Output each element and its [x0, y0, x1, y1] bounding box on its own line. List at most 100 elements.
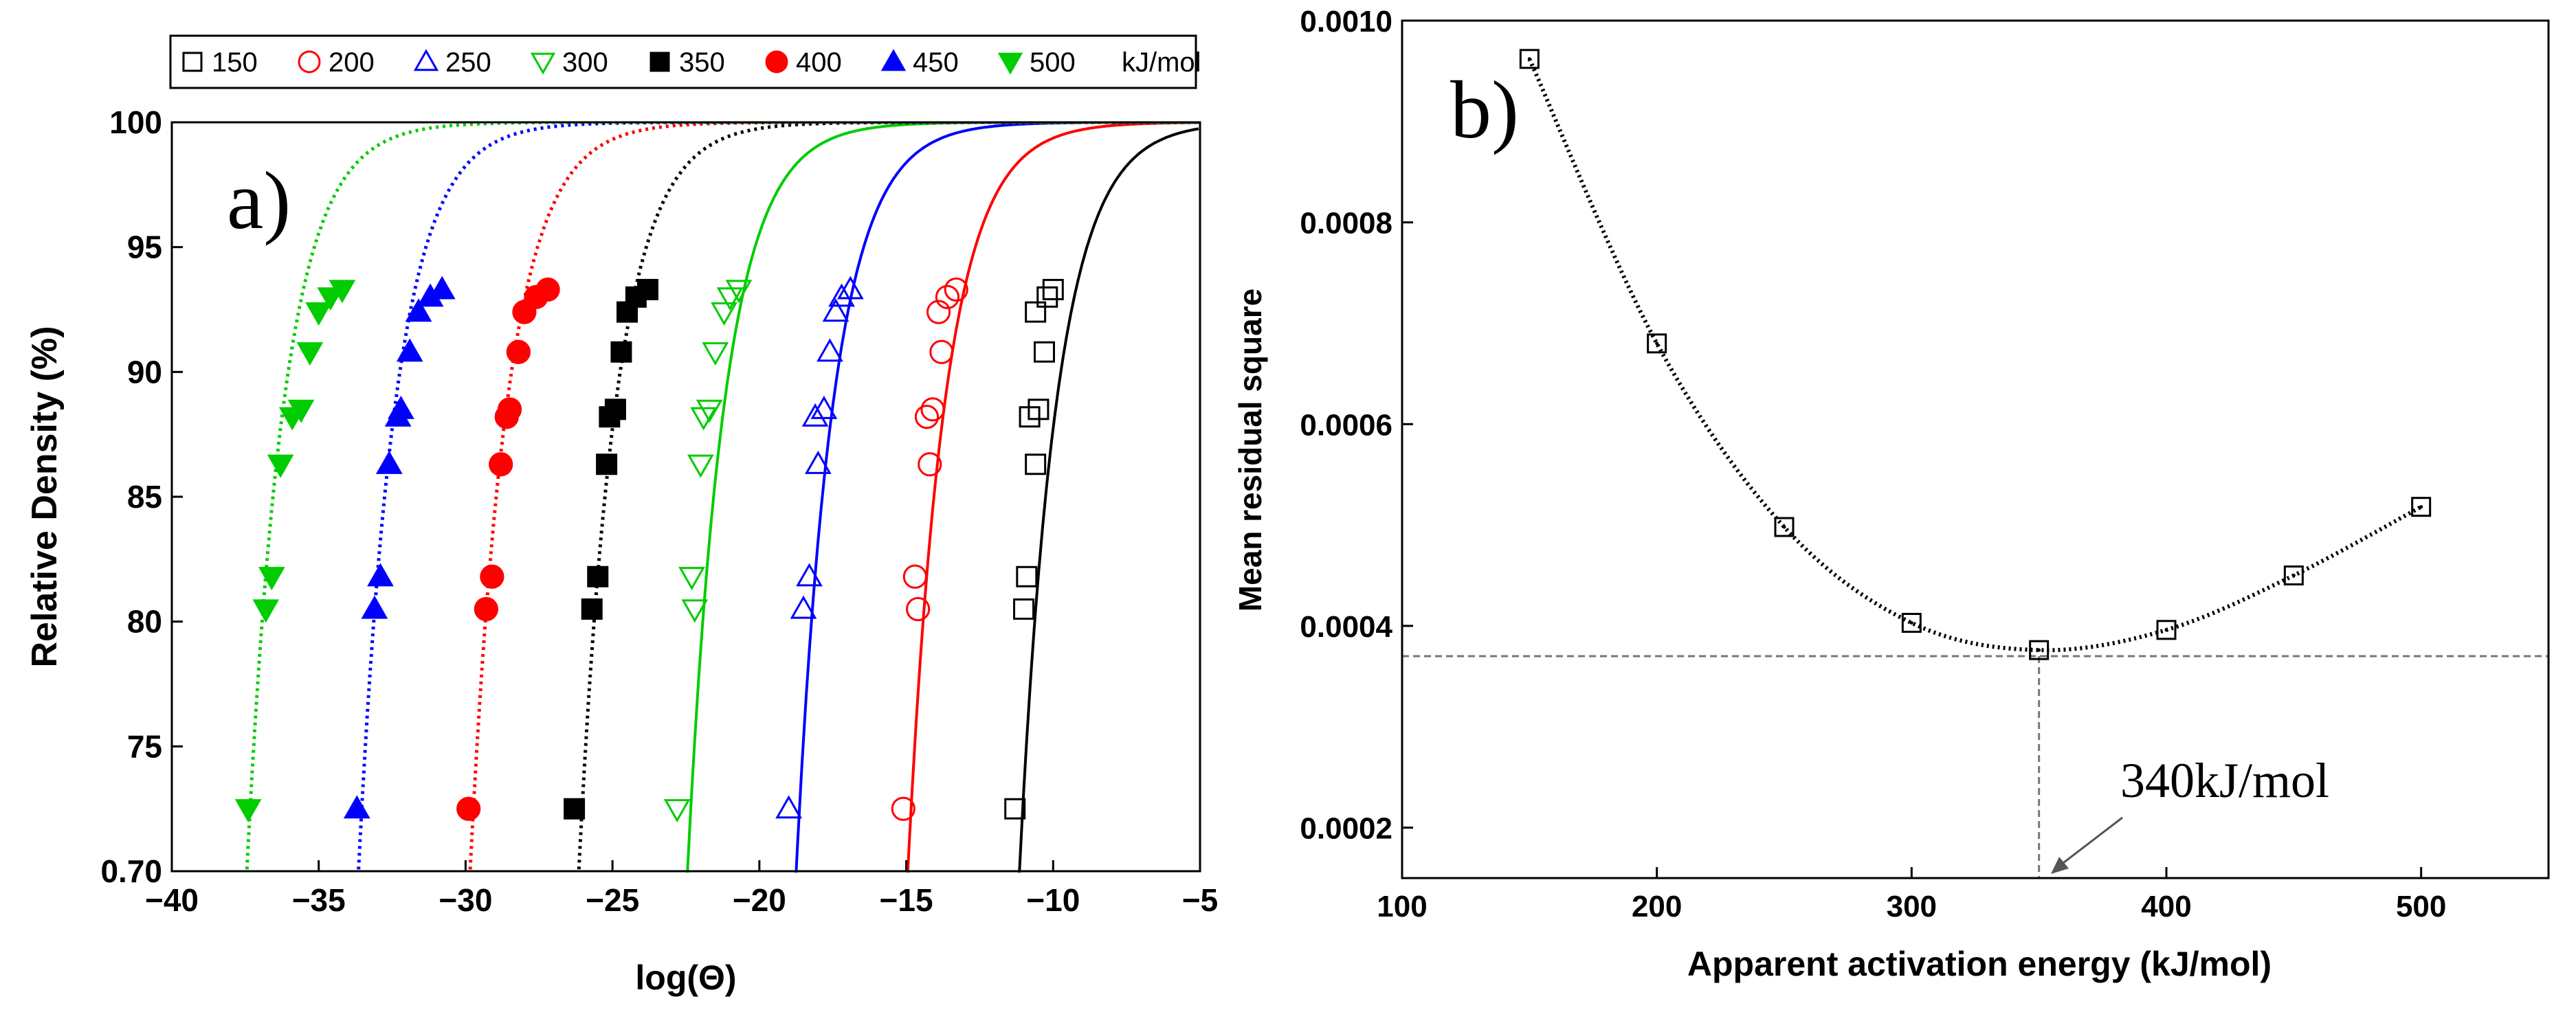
- data-point-250: [836, 276, 864, 300]
- data-point-500: [267, 454, 294, 478]
- x-tick-label: −5: [1182, 882, 1218, 918]
- y-tick-label: 95: [127, 229, 162, 265]
- data-point-500: [234, 799, 262, 822]
- data-point-200: [920, 397, 945, 422]
- data-point-center: [1527, 57, 1531, 61]
- data-point-150: [1028, 399, 1050, 420]
- data-point-500: [287, 399, 315, 423]
- data-point: [2156, 620, 2177, 640]
- annotation-label: 340kJ/mol: [2120, 753, 2329, 808]
- y-tick-label: 0.0010: [1300, 5, 1392, 38]
- panel-a-y-axis-title: Relative Density (%): [25, 326, 65, 667]
- data-point-500: [317, 287, 344, 311]
- x-tick-label: 500: [2396, 890, 2446, 923]
- data-point-center: [1909, 621, 1913, 625]
- data-point-center: [2037, 648, 2041, 652]
- data-point-150: [1025, 453, 1047, 475]
- y-tick-label: 100: [109, 104, 162, 140]
- data-point-300: [690, 407, 718, 431]
- x-tick-label: 100: [1377, 890, 1427, 923]
- data-point-350: [636, 278, 658, 300]
- data-point: [2411, 497, 2432, 517]
- data-point: [1774, 517, 1795, 537]
- data-point-300: [681, 599, 709, 623]
- legend-marker-250: [413, 49, 439, 71]
- data-point-350: [596, 453, 618, 475]
- data-point-center: [1782, 525, 1786, 529]
- x-tick-label: −10: [1026, 882, 1080, 918]
- fit-curve-350: [577, 122, 1199, 873]
- x-tick-label: −35: [292, 882, 346, 918]
- data-point-500: [252, 599, 280, 623]
- fit-curve-200: [906, 122, 1199, 873]
- legend-label: 350: [679, 47, 725, 78]
- data-point: [1901, 613, 1922, 633]
- data-point-450: [343, 795, 370, 819]
- data-point-200: [918, 452, 942, 477]
- data-point-400: [535, 277, 560, 302]
- data-point-450: [405, 298, 432, 322]
- data-point-250: [817, 338, 843, 362]
- y-tick-label: 0.0004: [1300, 610, 1392, 644]
- minimum-annotation: 340kJ/mol: [2051, 753, 2329, 874]
- legend-label: 400: [796, 47, 842, 78]
- y-tick-label: 90: [127, 354, 162, 390]
- data-point-500: [296, 342, 324, 366]
- data-point-450: [396, 338, 423, 362]
- data-point: [2283, 565, 2304, 586]
- legend-marker-300: [530, 52, 556, 75]
- data-point: [1519, 49, 1540, 69]
- data-point-300: [711, 302, 737, 326]
- data-point-150: [1013, 598, 1035, 620]
- x-tick-label: −30: [438, 882, 492, 918]
- y-tick-label: 0.70: [100, 853, 162, 889]
- y-tick-label: 0.0008: [1300, 207, 1392, 240]
- data-point-150: [1025, 301, 1047, 323]
- data-point-200: [935, 284, 960, 309]
- legend-marker-400: [765, 50, 788, 74]
- panel-b-x-axis-title: Apparent activation energy (kJ/mol): [1687, 945, 2272, 983]
- legend-frame: [169, 34, 1197, 89]
- panel-b-plot-frame: [1401, 19, 2550, 879]
- data-point-250: [828, 283, 855, 307]
- data-point-200: [906, 596, 931, 622]
- data-point-500: [305, 302, 333, 326]
- fit-curve-250: [795, 122, 1199, 873]
- panel-b-label: b): [1450, 64, 1519, 155]
- legend-label: 300: [562, 47, 608, 78]
- data-point-350: [587, 565, 609, 587]
- data-point-450: [388, 396, 414, 419]
- data-point: [2029, 640, 2050, 660]
- data-point-450: [428, 276, 456, 300]
- data-point-center: [1655, 341, 1659, 346]
- legend-label: 200: [329, 47, 375, 78]
- y-tick-label: 0.0006: [1300, 408, 1392, 442]
- legend-unit: kJ/mol: [1122, 47, 1201, 78]
- data-point-400: [480, 564, 504, 589]
- data-point-center: [2419, 505, 2423, 509]
- data-point: [1647, 333, 1667, 354]
- panel-b-y-axis-title: Mean residual square: [1232, 289, 1268, 611]
- data-point-250: [790, 595, 817, 619]
- data-point-200: [902, 564, 927, 589]
- data-point-350: [610, 341, 632, 363]
- annotation-arrow-line: [2057, 816, 2123, 868]
- fit-curve-150: [1018, 127, 1199, 873]
- data-point-300: [687, 454, 714, 478]
- panel-a-legend: 150 200 250 300 350 400 450 500 kJ/mol: [169, 34, 1201, 89]
- data-point-250: [810, 396, 838, 419]
- data-point-200: [944, 277, 968, 302]
- legend-marker-500: [997, 52, 1023, 75]
- data-point-250: [801, 403, 829, 427]
- y-tick-label: 80: [127, 604, 162, 640]
- data-point-500: [329, 280, 356, 304]
- data-point-400: [456, 796, 481, 821]
- data-point-450: [361, 595, 388, 619]
- panel-a-label: a): [227, 155, 291, 246]
- data-point-400: [474, 596, 498, 622]
- data-point-200: [891, 796, 915, 821]
- fit-curve-400: [468, 122, 1199, 873]
- data-point-400: [497, 397, 522, 422]
- data-point-250: [775, 795, 802, 819]
